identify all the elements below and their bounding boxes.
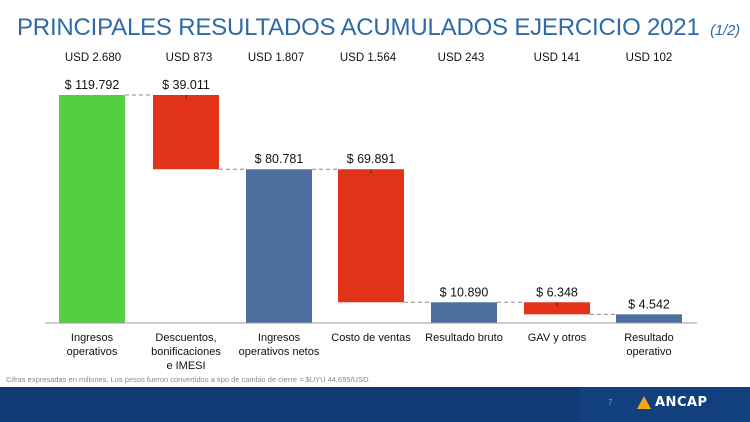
bar-6 xyxy=(524,302,590,315)
category-label: GAV y otros xyxy=(528,332,587,344)
footer-bar xyxy=(0,387,750,422)
value-label: $ 119.792 xyxy=(65,78,120,92)
bar-3 xyxy=(246,169,312,323)
footer-accent xyxy=(580,387,750,422)
usd-label: USD 1.564 xyxy=(339,52,397,64)
usd-label: USD 102 xyxy=(625,52,673,64)
category-label: Costo de ventas xyxy=(331,332,411,344)
ancap-logo-text: ANCAP xyxy=(655,395,708,410)
category-label: Resultado operativo xyxy=(624,332,674,358)
category-label: Ingresos operativos xyxy=(67,332,118,358)
value-label: $ 6.348 xyxy=(536,285,578,299)
usd-label: USD 1.807 xyxy=(247,52,305,64)
page-title: PRINCIPALES RESULTADOS ACUMULADOS EJERCI… xyxy=(17,14,740,41)
category-label: Resultado bruto xyxy=(425,332,503,344)
value-label: $ 69.891 xyxy=(347,152,396,166)
ancap-logo: ANCAP xyxy=(637,395,708,410)
page-number: 7 xyxy=(608,398,613,407)
value-label: $ 80.781 xyxy=(255,152,304,166)
value-label: $ 4.542 xyxy=(628,297,670,311)
value-label: $ 39.011 xyxy=(162,78,210,92)
usd-label: USD 141 xyxy=(533,52,581,64)
bar-4 xyxy=(338,169,404,303)
category-label: Ingresos operativos netos xyxy=(239,332,320,358)
bar-7 xyxy=(616,314,682,323)
waterfall-chart: $ 119.792 $ 39.011 $ 80.781 $ 69.891 $ 10.89… xyxy=(45,78,697,372)
value-label: $ 10.890 xyxy=(440,285,489,299)
footnote: Cifras expresadas en millones. Los pesos… xyxy=(6,375,371,384)
page-title-part: (1/2) xyxy=(710,22,740,39)
bar-5 xyxy=(431,302,497,323)
bar-1 xyxy=(59,95,125,323)
category-label: Descuentos, bonificaciones e IMESI xyxy=(151,332,221,372)
usd-label: USD 873 xyxy=(165,52,213,64)
bar-2 xyxy=(153,95,219,170)
usd-label: USD 243 xyxy=(437,52,485,64)
ancap-logo-icon xyxy=(637,396,651,409)
usd-label: USD 2.680 xyxy=(64,52,122,64)
